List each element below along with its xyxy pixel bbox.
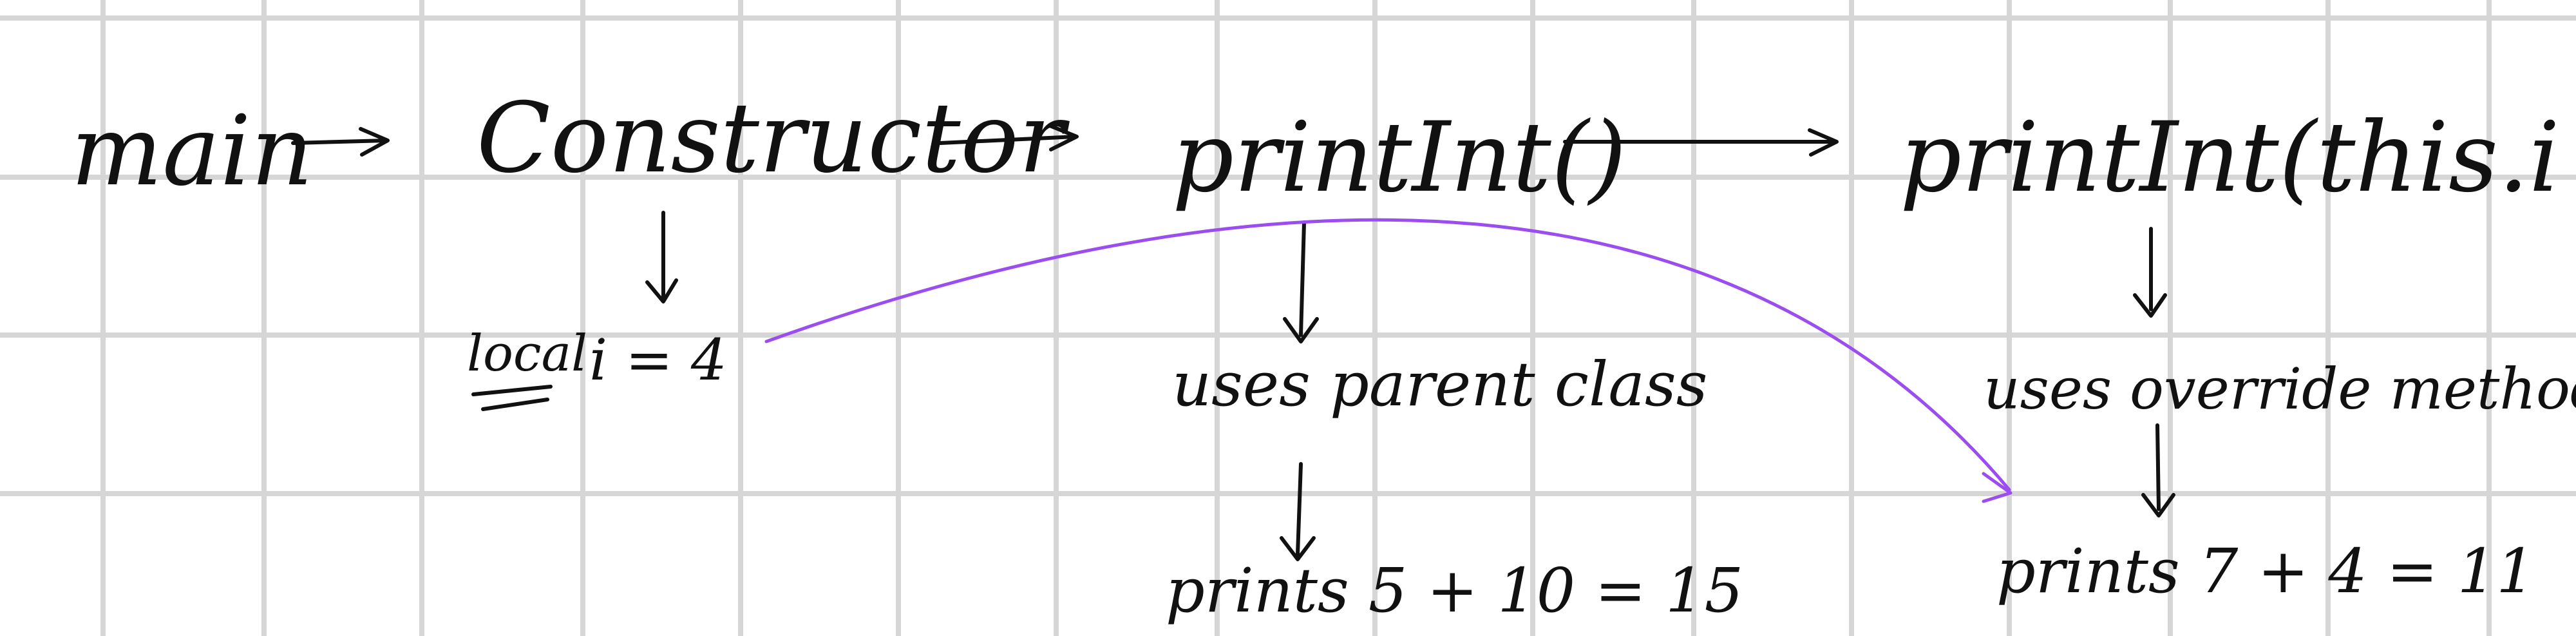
local-label: local [467,325,588,383]
uses-parent-class-label: uses parent class [1172,349,1708,420]
main-label: main [71,95,314,207]
constructor-label: Constructor [477,82,1065,195]
prints-override-result: prints 7 + 4 = 11 [1996,536,2535,607]
local-value: i = 4 [589,327,727,393]
arrow-parent-class-down [1280,462,1316,561]
arrow-override-method-down [2141,423,2175,517]
print-int-override-label: printInt(this.i + i) [1900,102,2576,214]
local-underline [471,385,553,411]
arrow-printint-to-override [1563,128,1839,157]
print-int-parent-label: printInt() [1172,102,1627,214]
highlight-arc-arrowhead [1982,472,2012,503]
arrow-override-down [2133,227,2167,318]
arrow-main-to-constructor [291,127,390,157]
arrow-printint-down [1283,220,1319,343]
arrow-constructor-down [645,211,678,304]
prints-parent-result: prints 5 + 10 = 15 [1166,555,1744,626]
highlight-arc-arrow [764,218,2011,492]
arrow-constructor-to-printint [938,124,1079,151]
uses-override-method-label: uses override method [1984,356,2576,422]
